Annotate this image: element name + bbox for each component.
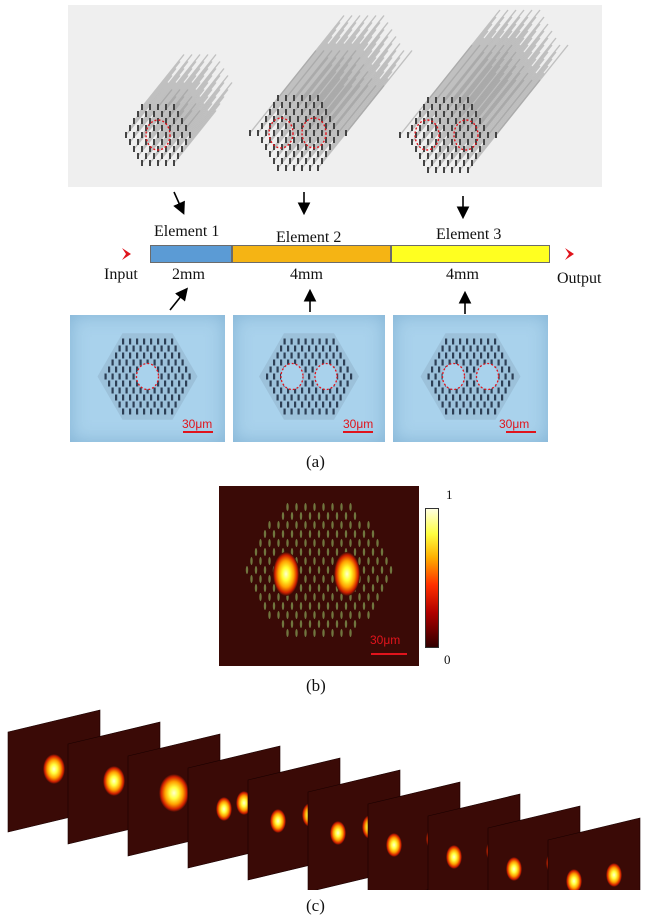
element-3-length: 4mm xyxy=(446,266,479,283)
slice-10 xyxy=(547,817,641,890)
arrows-layer xyxy=(122,191,574,314)
render-3 xyxy=(399,9,569,173)
colorbar-max-label: 1 xyxy=(446,487,453,502)
input-chevron-icon xyxy=(122,248,131,260)
arrow-render-1 xyxy=(173,191,185,215)
scale-bar-label-1: 30μm xyxy=(182,417,213,431)
element-2-segment xyxy=(232,245,391,263)
element-1-segment xyxy=(150,245,232,263)
output-label: Output xyxy=(557,270,602,287)
propagation-slices xyxy=(7,709,641,890)
intensity-map xyxy=(219,486,419,666)
element-2-label: Element 2 xyxy=(276,229,342,246)
panel-a-label: (a) xyxy=(306,452,325,471)
map-scale-bar-label: 30μm xyxy=(370,633,401,647)
render-panel xyxy=(68,5,602,187)
microscope-photo-2: 30μm xyxy=(233,315,385,442)
arrow-photo-1 xyxy=(169,287,188,311)
element-3-segment xyxy=(391,245,550,263)
element-2-length: 4mm xyxy=(290,266,323,283)
colorbar-min-label: 0 xyxy=(444,652,451,667)
scale-bar-label-3: 30μm xyxy=(499,417,530,431)
colorbar xyxy=(425,508,439,648)
panel-c-label: (c) xyxy=(306,896,325,915)
panel-b-label: (b) xyxy=(306,676,326,695)
input-label: Input xyxy=(104,266,138,283)
element-3-label: Element 3 xyxy=(436,226,502,243)
scale-bar-label-2: 30μm xyxy=(343,417,374,431)
microscope-photo-1: 30μm xyxy=(70,315,225,442)
element-1-label: Element 1 xyxy=(154,223,220,240)
waveguide-renderings xyxy=(125,9,569,173)
output-chevron-icon xyxy=(565,248,574,260)
render-2 xyxy=(249,15,413,171)
element-1-length: 2mm xyxy=(172,266,205,283)
render-1 xyxy=(125,54,233,166)
microscope-photo-3: 30μm xyxy=(393,315,548,442)
